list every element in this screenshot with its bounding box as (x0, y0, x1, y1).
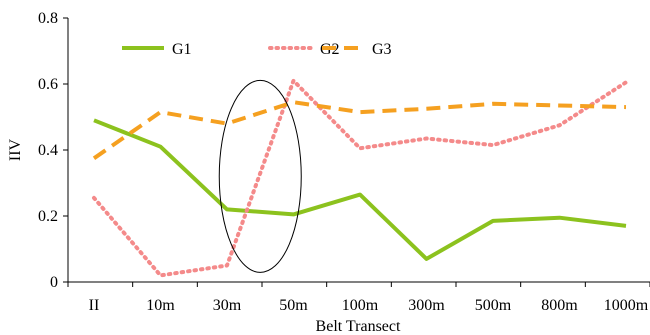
y-axis-title: IIV (7, 138, 24, 161)
y-tick-label: 0.6 (38, 76, 58, 93)
y-tick-label: 0.4 (38, 142, 58, 159)
x-tick-label: 500m (475, 297, 512, 314)
x-tick-label: II (89, 297, 100, 314)
chart-series (92, 78, 628, 278)
x-tick-label: 10m (146, 297, 175, 314)
legend-label-g1: G1 (172, 41, 192, 58)
y-tick-label: 0.8 (38, 10, 58, 27)
x-axis-title: Belt Transect (316, 318, 401, 335)
y-tick-label: 0 (50, 274, 58, 291)
series-line-g3 (92, 100, 627, 160)
x-tick-label: 800m (541, 297, 578, 314)
chart-legend: G1G2G3 (122, 41, 392, 58)
y-tick-label: 0.2 (38, 208, 58, 225)
chart-axes (67, 18, 650, 283)
x-tick-label: 1000m (604, 297, 649, 314)
y-axis-ticks: 0 0.2 0.4 0.6 0.8 (38, 10, 68, 291)
x-tick-label: 100m (342, 297, 379, 314)
series-line-g2 (92, 78, 628, 278)
legend-label-g3: G3 (372, 41, 392, 58)
x-axis-ticks: II 10m 30m 50m 100m 300m 500m 800m 1000m (67, 282, 650, 314)
x-tick-label: 50m (279, 297, 308, 314)
x-tick-label: 30m (213, 297, 242, 314)
series-line-g1 (93, 118, 627, 261)
x-tick-label: 300m (408, 297, 445, 314)
highlight-ellipse (218, 79, 302, 273)
